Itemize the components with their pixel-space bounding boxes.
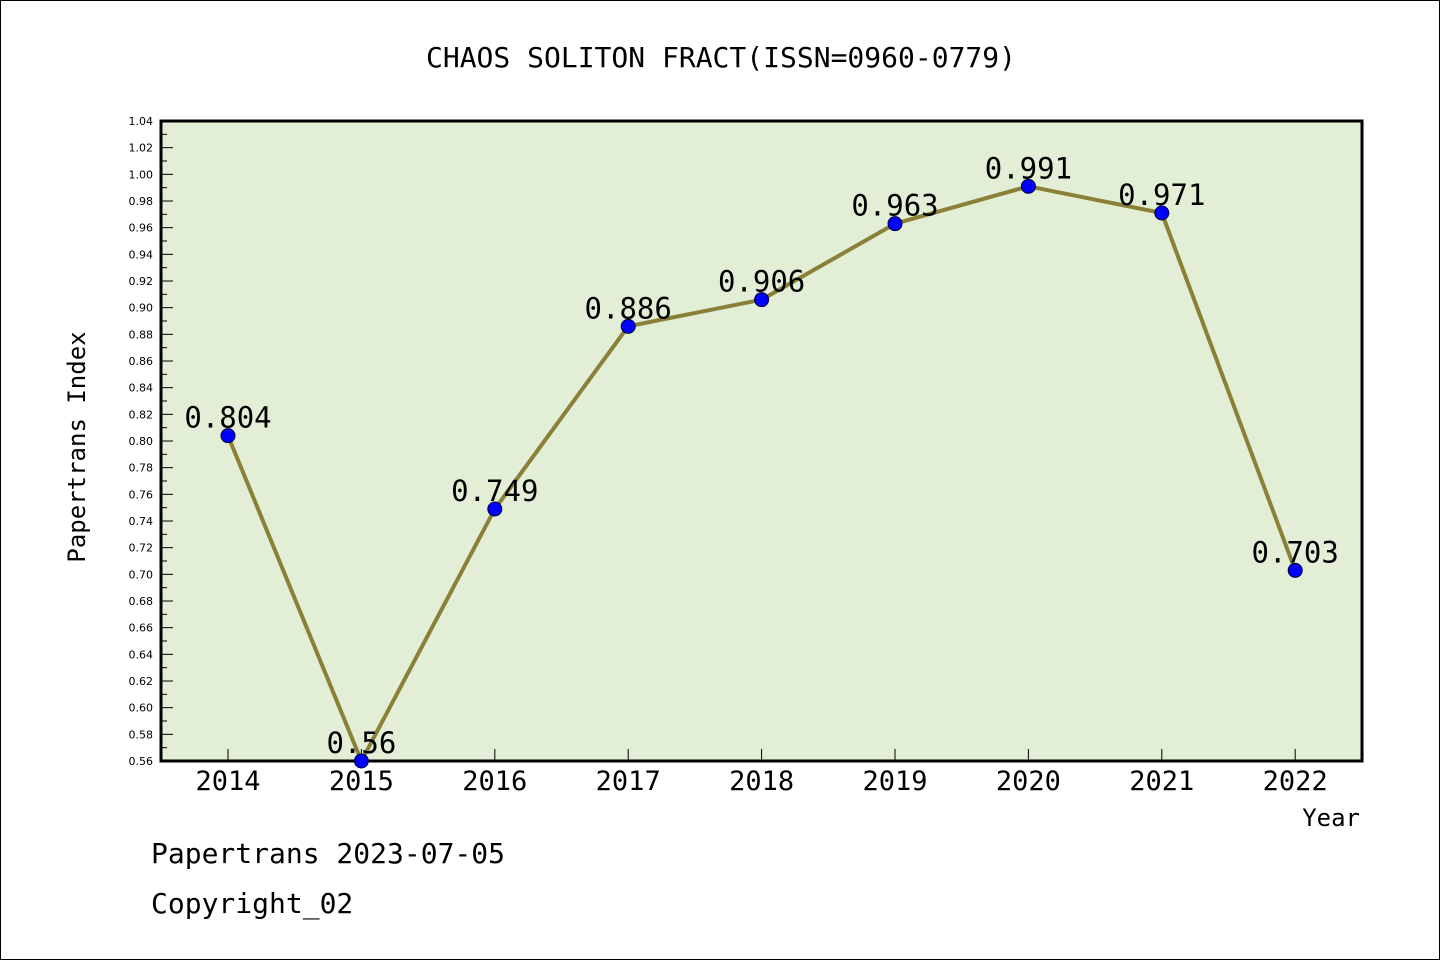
y-tick-label: 0.56 [129, 755, 154, 768]
data-label: 0.804 [184, 401, 271, 435]
y-tick-label: 0.64 [129, 648, 154, 661]
data-label: 0.886 [585, 291, 672, 325]
y-tick-label: 0.88 [129, 328, 154, 341]
data-label: 0.749 [451, 474, 538, 508]
x-tick-label: 2017 [596, 766, 661, 797]
y-tick-label: 0.74 [129, 515, 154, 528]
data-label: 0.703 [1252, 535, 1339, 569]
y-tick-label: 0.78 [129, 462, 154, 475]
x-axis-ticks: 2014 2015 2016 2017 2018 2019 2020 2021 2022 [195, 749, 1328, 797]
y-tick-label: 0.60 [129, 702, 154, 715]
data-point [1020, 178, 1036, 194]
data-label: 0.963 [851, 189, 938, 223]
y-tick-label: 0.76 [129, 488, 154, 501]
plot-area [159, 119, 1364, 763]
data-point [1154, 205, 1170, 221]
data-point [887, 216, 903, 232]
series-markers [220, 178, 1303, 769]
x-tick-label: 2016 [462, 766, 527, 797]
x-tick-label: 2020 [996, 766, 1061, 797]
data-label: 0.56 [326, 726, 396, 760]
y-axis-ticks: 0.56 0.58 0.60 0.62 0.64 0.66 0.68 0.70 0.72 0.74… [129, 115, 173, 768]
x-tick-label: 2014 [195, 766, 260, 797]
y-tick-label: 1.00 [129, 168, 154, 181]
data-label: 0.971 [1118, 178, 1205, 212]
y-tick-label: 0.94 [129, 248, 154, 261]
x-tick-label: 2021 [1129, 766, 1194, 797]
y-tick-label: 0.66 [129, 622, 154, 635]
x-tick-label: 2018 [729, 766, 794, 797]
x-axis-label: Year [1302, 804, 1360, 832]
data-point [487, 501, 503, 517]
data-point [1287, 562, 1303, 578]
x-tick-label: 2015 [329, 766, 394, 797]
data-point [754, 292, 770, 308]
y-tick-label: 0.96 [129, 222, 154, 235]
y-tick-label: 0.98 [129, 195, 154, 208]
data-label: 0.991 [985, 151, 1072, 185]
data-labels: 0.804 0.56 0.749 0.886 0.906 0.963 0.991 0.971 0… [184, 151, 1339, 760]
copyright-line: Copyright_02 [151, 887, 354, 920]
y-axis-label: Papertrans Index [63, 331, 91, 562]
data-point [353, 753, 369, 769]
chart-title: CHAOS SOLITON FRACT(ISSN=0960-0779) [426, 41, 1016, 74]
x-tick-label: 2022 [1263, 766, 1328, 797]
data-point [620, 318, 636, 334]
data-point [220, 428, 236, 444]
y-tick-label: 0.80 [129, 435, 154, 448]
y-tick-label: 0.92 [129, 275, 154, 288]
y-tick-label: 0.70 [129, 568, 154, 581]
y-tick-label: 0.84 [129, 382, 154, 395]
data-label: 0.906 [718, 265, 805, 299]
y-tick-label: 0.86 [129, 355, 154, 368]
y-tick-label: 1.04 [129, 115, 154, 128]
y-tick-label: 0.58 [129, 728, 154, 741]
x-tick-label: 2019 [862, 766, 927, 797]
source-line: Papertrans 2023-07-05 [151, 837, 506, 870]
y-tick-label: 0.62 [129, 675, 154, 688]
y-tick-label: 0.68 [129, 595, 154, 608]
y-tick-label: 1.02 [129, 142, 154, 155]
y-tick-label: 0.82 [129, 408, 154, 421]
y-tick-label: 0.72 [129, 542, 154, 555]
y-tick-label: 0.90 [129, 302, 154, 315]
